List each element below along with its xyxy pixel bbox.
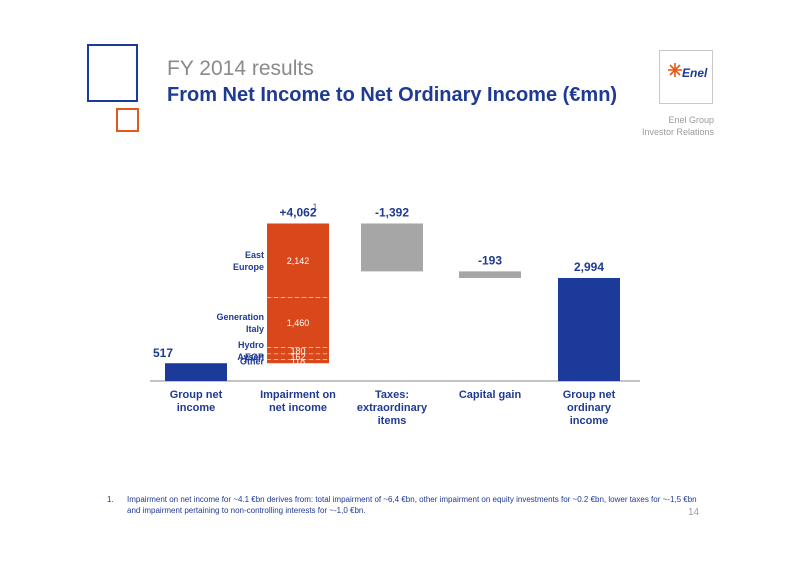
value-label: -193 xyxy=(478,253,502,267)
category-label: extraordinary xyxy=(357,402,428,414)
page-number: 14 xyxy=(688,507,700,518)
breakdown-segment-bar xyxy=(267,223,329,298)
breakdown-segment-bar xyxy=(267,359,329,364)
page-subtitle: FY 2014 results xyxy=(167,57,314,80)
page-title: From Net Income to Net Ordinary Income (… xyxy=(167,84,618,106)
breakdown-segment-label: East xyxy=(245,250,264,260)
category-label: ordinary xyxy=(567,402,612,414)
breakdown-segment-label: Italy xyxy=(246,324,264,334)
category-label: Capital gain xyxy=(459,389,522,401)
waterfall-bar xyxy=(165,363,227,381)
category-label: Group net xyxy=(170,389,223,401)
breakdown-segment-label: Generation xyxy=(216,312,264,322)
category-label: income xyxy=(570,415,609,427)
breakdown-segment-label: Hydro xyxy=(238,340,265,350)
value-label: 2,994 xyxy=(574,260,604,274)
category-label: Taxes: xyxy=(375,389,409,401)
enel-logo-text: Enel xyxy=(682,66,708,80)
brand-line-1: Enel Group xyxy=(668,115,714,125)
waterfall-bar xyxy=(361,223,423,272)
footnote-marker: 1 xyxy=(313,202,318,211)
category-label: items xyxy=(378,415,407,427)
category-label: income xyxy=(177,402,216,414)
footnote-number: 1. xyxy=(107,495,114,504)
enel-logo-icon xyxy=(668,63,682,77)
brand-label: Enel Group Investor Relations xyxy=(642,114,714,138)
breakdown-value-label: 118 xyxy=(291,357,305,367)
category-label: Group net xyxy=(563,389,616,401)
breakdown-value-label: 180 xyxy=(290,346,305,356)
value-label: 517 xyxy=(153,346,173,360)
breakdown-segment-label: Europe xyxy=(233,262,264,272)
value-label: -1,392 xyxy=(375,205,409,219)
breakdown-value-label: 1,460 xyxy=(287,318,310,328)
value-label: +4,062 xyxy=(279,205,316,219)
waterfall-bar xyxy=(459,271,521,279)
breakdown-segment-bar xyxy=(267,347,329,354)
breakdown-segment-label: Aysen xyxy=(237,352,264,362)
breakdown-value-label: 2,142 xyxy=(287,256,310,266)
brand-line-2: Investor Relations xyxy=(641,127,714,137)
breakdown-segment-bar xyxy=(267,297,329,348)
breakdown-value-label: 162 xyxy=(290,352,305,362)
waterfall-bar xyxy=(558,278,620,381)
breakdown-segment-label: Other xyxy=(240,357,265,367)
category-label: net income xyxy=(269,402,327,414)
enel-logo xyxy=(659,50,713,104)
footnote-text: Impairment on net income for ~4.1 €bn de… xyxy=(127,495,697,515)
category-label: Impairment on xyxy=(260,389,336,401)
decorative-blue-square xyxy=(87,44,138,102)
breakdown-segment-label: EGP xyxy=(245,352,264,362)
breakdown-segment-bar xyxy=(267,353,329,360)
decorative-orange-square xyxy=(116,108,139,132)
